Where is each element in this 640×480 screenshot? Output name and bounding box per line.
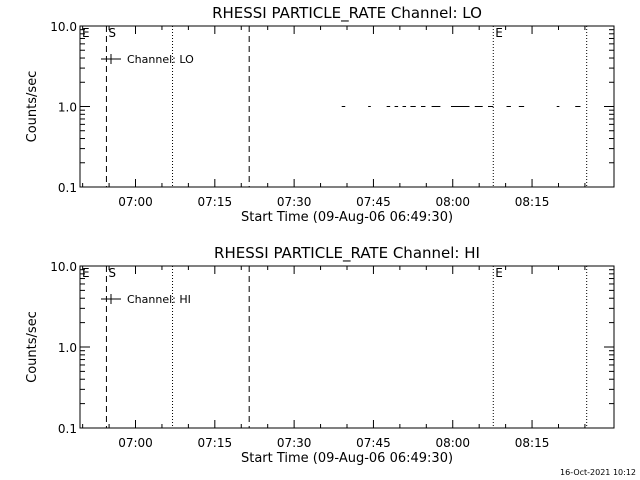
panel1-x-tick-label: 07:15 <box>198 195 233 209</box>
panel1-y-axis-label: Counts/sec <box>25 71 40 143</box>
panel2-y-tick-label: 1.0 <box>58 341 77 355</box>
panel1-marker-label: S <box>108 26 116 40</box>
panel2-x-tick-label: 07:00 <box>118 436 153 450</box>
panel1-x-tick-label: 08:15 <box>515 195 550 209</box>
panel1-plot-frame <box>79 25 615 188</box>
panel1-x-tick-label: 07:30 <box>277 195 312 209</box>
panel2-x-tick-label: 07:30 <box>277 436 312 450</box>
panel2-x-axis-label: Start Time (09-Aug-06 06:49:30) <box>241 451 453 466</box>
panel2-chart-title: RHESSI PARTICLE_RATE Channel: HI <box>214 244 480 263</box>
panel1-legend-label: Channel: LO <box>127 53 194 66</box>
panel2-x-tick-label: 08:00 <box>435 436 470 450</box>
panel1-y-tick-label: 0.1 <box>58 181 77 195</box>
panel2-y-axis-label: Counts/sec <box>25 311 40 383</box>
panel2-y-tick-label: 10.0 <box>50 260 77 274</box>
panel2-x-tick-label: 07:45 <box>356 436 391 450</box>
panel1-x-tick-label: 07:00 <box>118 195 153 209</box>
panel2-marker-label: S <box>108 266 116 280</box>
panel1-marker-label: E <box>495 26 503 40</box>
panel1-corner-label: E <box>82 26 90 40</box>
footer-timestamp: 16-Oct-2021 10:12 <box>560 468 636 477</box>
panel2-x-tick-label: 07:15 <box>198 436 233 450</box>
panel1-x-axis-label: Start Time (09-Aug-06 06:49:30) <box>241 210 453 225</box>
panel1-y-tick-label: 1.0 <box>58 101 77 115</box>
panel2-plot-frame <box>79 265 615 429</box>
panel2-x-tick-label: 08:15 <box>515 436 550 450</box>
panel2-corner-label: E <box>82 266 90 280</box>
panel2-y-tick-label: 0.1 <box>58 422 77 436</box>
panel1-x-tick-label: 07:45 <box>356 195 391 209</box>
panel1-chart-title: RHESSI PARTICLE_RATE Channel: LO <box>212 4 482 23</box>
panel2-marker-label: E <box>495 266 503 280</box>
panel2-legend-label: Channel: HI <box>127 293 191 306</box>
panel1-x-tick-label: 08:00 <box>435 195 470 209</box>
panel1-y-tick-label: 10.0 <box>50 20 77 34</box>
